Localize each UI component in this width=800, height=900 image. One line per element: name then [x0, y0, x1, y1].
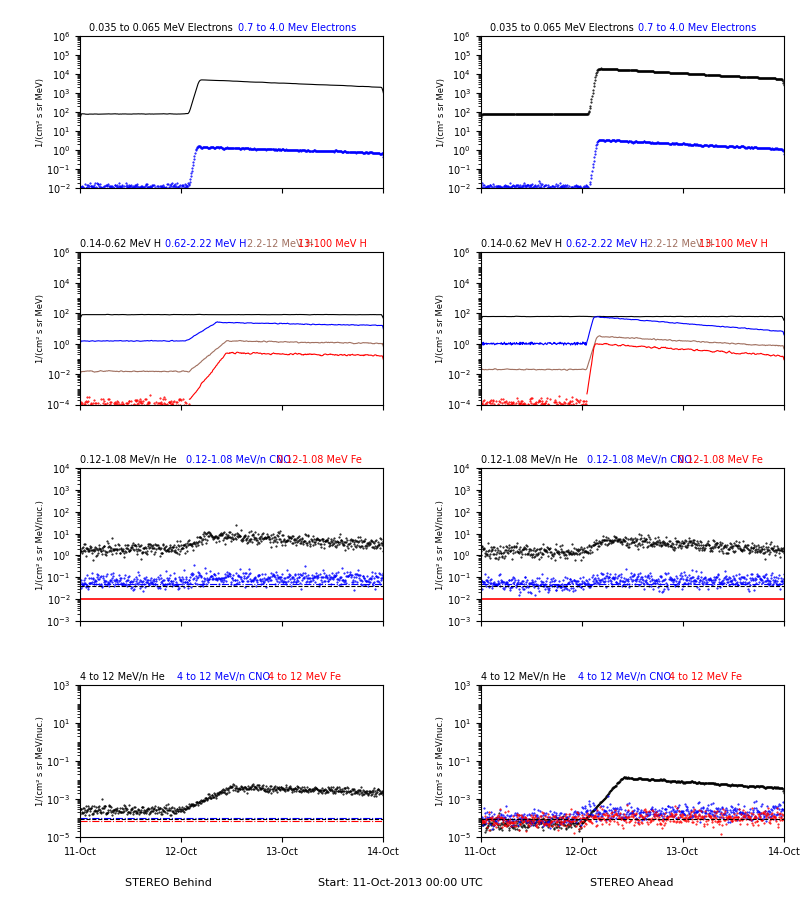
Text: 4 to 12 MeV/n CNO: 4 to 12 MeV/n CNO [177, 671, 270, 681]
Y-axis label: 1/(cm² s sr MeV): 1/(cm² s sr MeV) [437, 77, 446, 147]
Text: 0.14-0.62 MeV H: 0.14-0.62 MeV H [80, 239, 161, 249]
Text: 4 to 12 MeV/n He: 4 to 12 MeV/n He [80, 671, 165, 681]
Y-axis label: 1/(cm² s sr MeV): 1/(cm² s sr MeV) [36, 77, 45, 147]
Text: 13-100 MeV H: 13-100 MeV H [699, 239, 768, 249]
Text: 0.12-1.08 MeV/n CNO: 0.12-1.08 MeV/n CNO [586, 455, 692, 465]
Y-axis label: 1/(cm² s sr MeV): 1/(cm² s sr MeV) [436, 294, 446, 363]
Text: 0.14-0.62 MeV H: 0.14-0.62 MeV H [481, 239, 562, 249]
Text: STEREO Behind: STEREO Behind [125, 878, 211, 888]
Y-axis label: 1/(cm² s sr MeV/nuc.): 1/(cm² s sr MeV/nuc.) [437, 716, 446, 806]
Text: 0.62-2.22 MeV H: 0.62-2.22 MeV H [165, 239, 246, 249]
Text: 0.035 to 0.065 MeV Electrons: 0.035 to 0.065 MeV Electrons [89, 23, 233, 33]
Text: 4 to 12 MeV/n CNO: 4 to 12 MeV/n CNO [578, 671, 670, 681]
Text: 0.7 to 4.0 Mev Electrons: 0.7 to 4.0 Mev Electrons [638, 23, 757, 33]
Text: 13-100 MeV H: 13-100 MeV H [298, 239, 367, 249]
Text: 4 to 12 MeV Fe: 4 to 12 MeV Fe [268, 671, 341, 681]
Text: 0.12-1.08 MeV Fe: 0.12-1.08 MeV Fe [278, 455, 362, 465]
Text: 0.62-2.22 MeV H: 0.62-2.22 MeV H [566, 239, 647, 249]
Text: 0.12-1.08 MeV/n He: 0.12-1.08 MeV/n He [481, 455, 577, 465]
Y-axis label: 1/(cm² s sr MeV/nuc.): 1/(cm² s sr MeV/nuc.) [36, 716, 45, 806]
Text: 0.12-1.08 MeV Fe: 0.12-1.08 MeV Fe [678, 455, 762, 465]
Text: 0.035 to 0.065 MeV Electrons: 0.035 to 0.065 MeV Electrons [490, 23, 634, 33]
Text: 0.12-1.08 MeV/n CNO: 0.12-1.08 MeV/n CNO [186, 455, 291, 465]
Text: STEREO Ahead: STEREO Ahead [590, 878, 674, 888]
Text: 2.2-12 MeV H: 2.2-12 MeV H [247, 239, 313, 249]
Text: Start: 11-Oct-2013 00:00 UTC: Start: 11-Oct-2013 00:00 UTC [318, 878, 482, 888]
Text: 4 to 12 MeV Fe: 4 to 12 MeV Fe [669, 671, 742, 681]
Y-axis label: 1/(cm² s sr MeV/nuc.): 1/(cm² s sr MeV/nuc.) [36, 500, 45, 590]
Text: 0.7 to 4.0 Mev Electrons: 0.7 to 4.0 Mev Electrons [238, 23, 356, 33]
Text: 4 to 12 MeV/n He: 4 to 12 MeV/n He [481, 671, 566, 681]
Y-axis label: 1/(cm² s sr MeV): 1/(cm² s sr MeV) [36, 294, 45, 363]
Y-axis label: 1/(cm² s sr MeV/nuc.): 1/(cm² s sr MeV/nuc.) [437, 500, 446, 590]
Text: 0.12-1.08 MeV/n He: 0.12-1.08 MeV/n He [80, 455, 177, 465]
Text: 2.2-12 MeV H: 2.2-12 MeV H [647, 239, 714, 249]
